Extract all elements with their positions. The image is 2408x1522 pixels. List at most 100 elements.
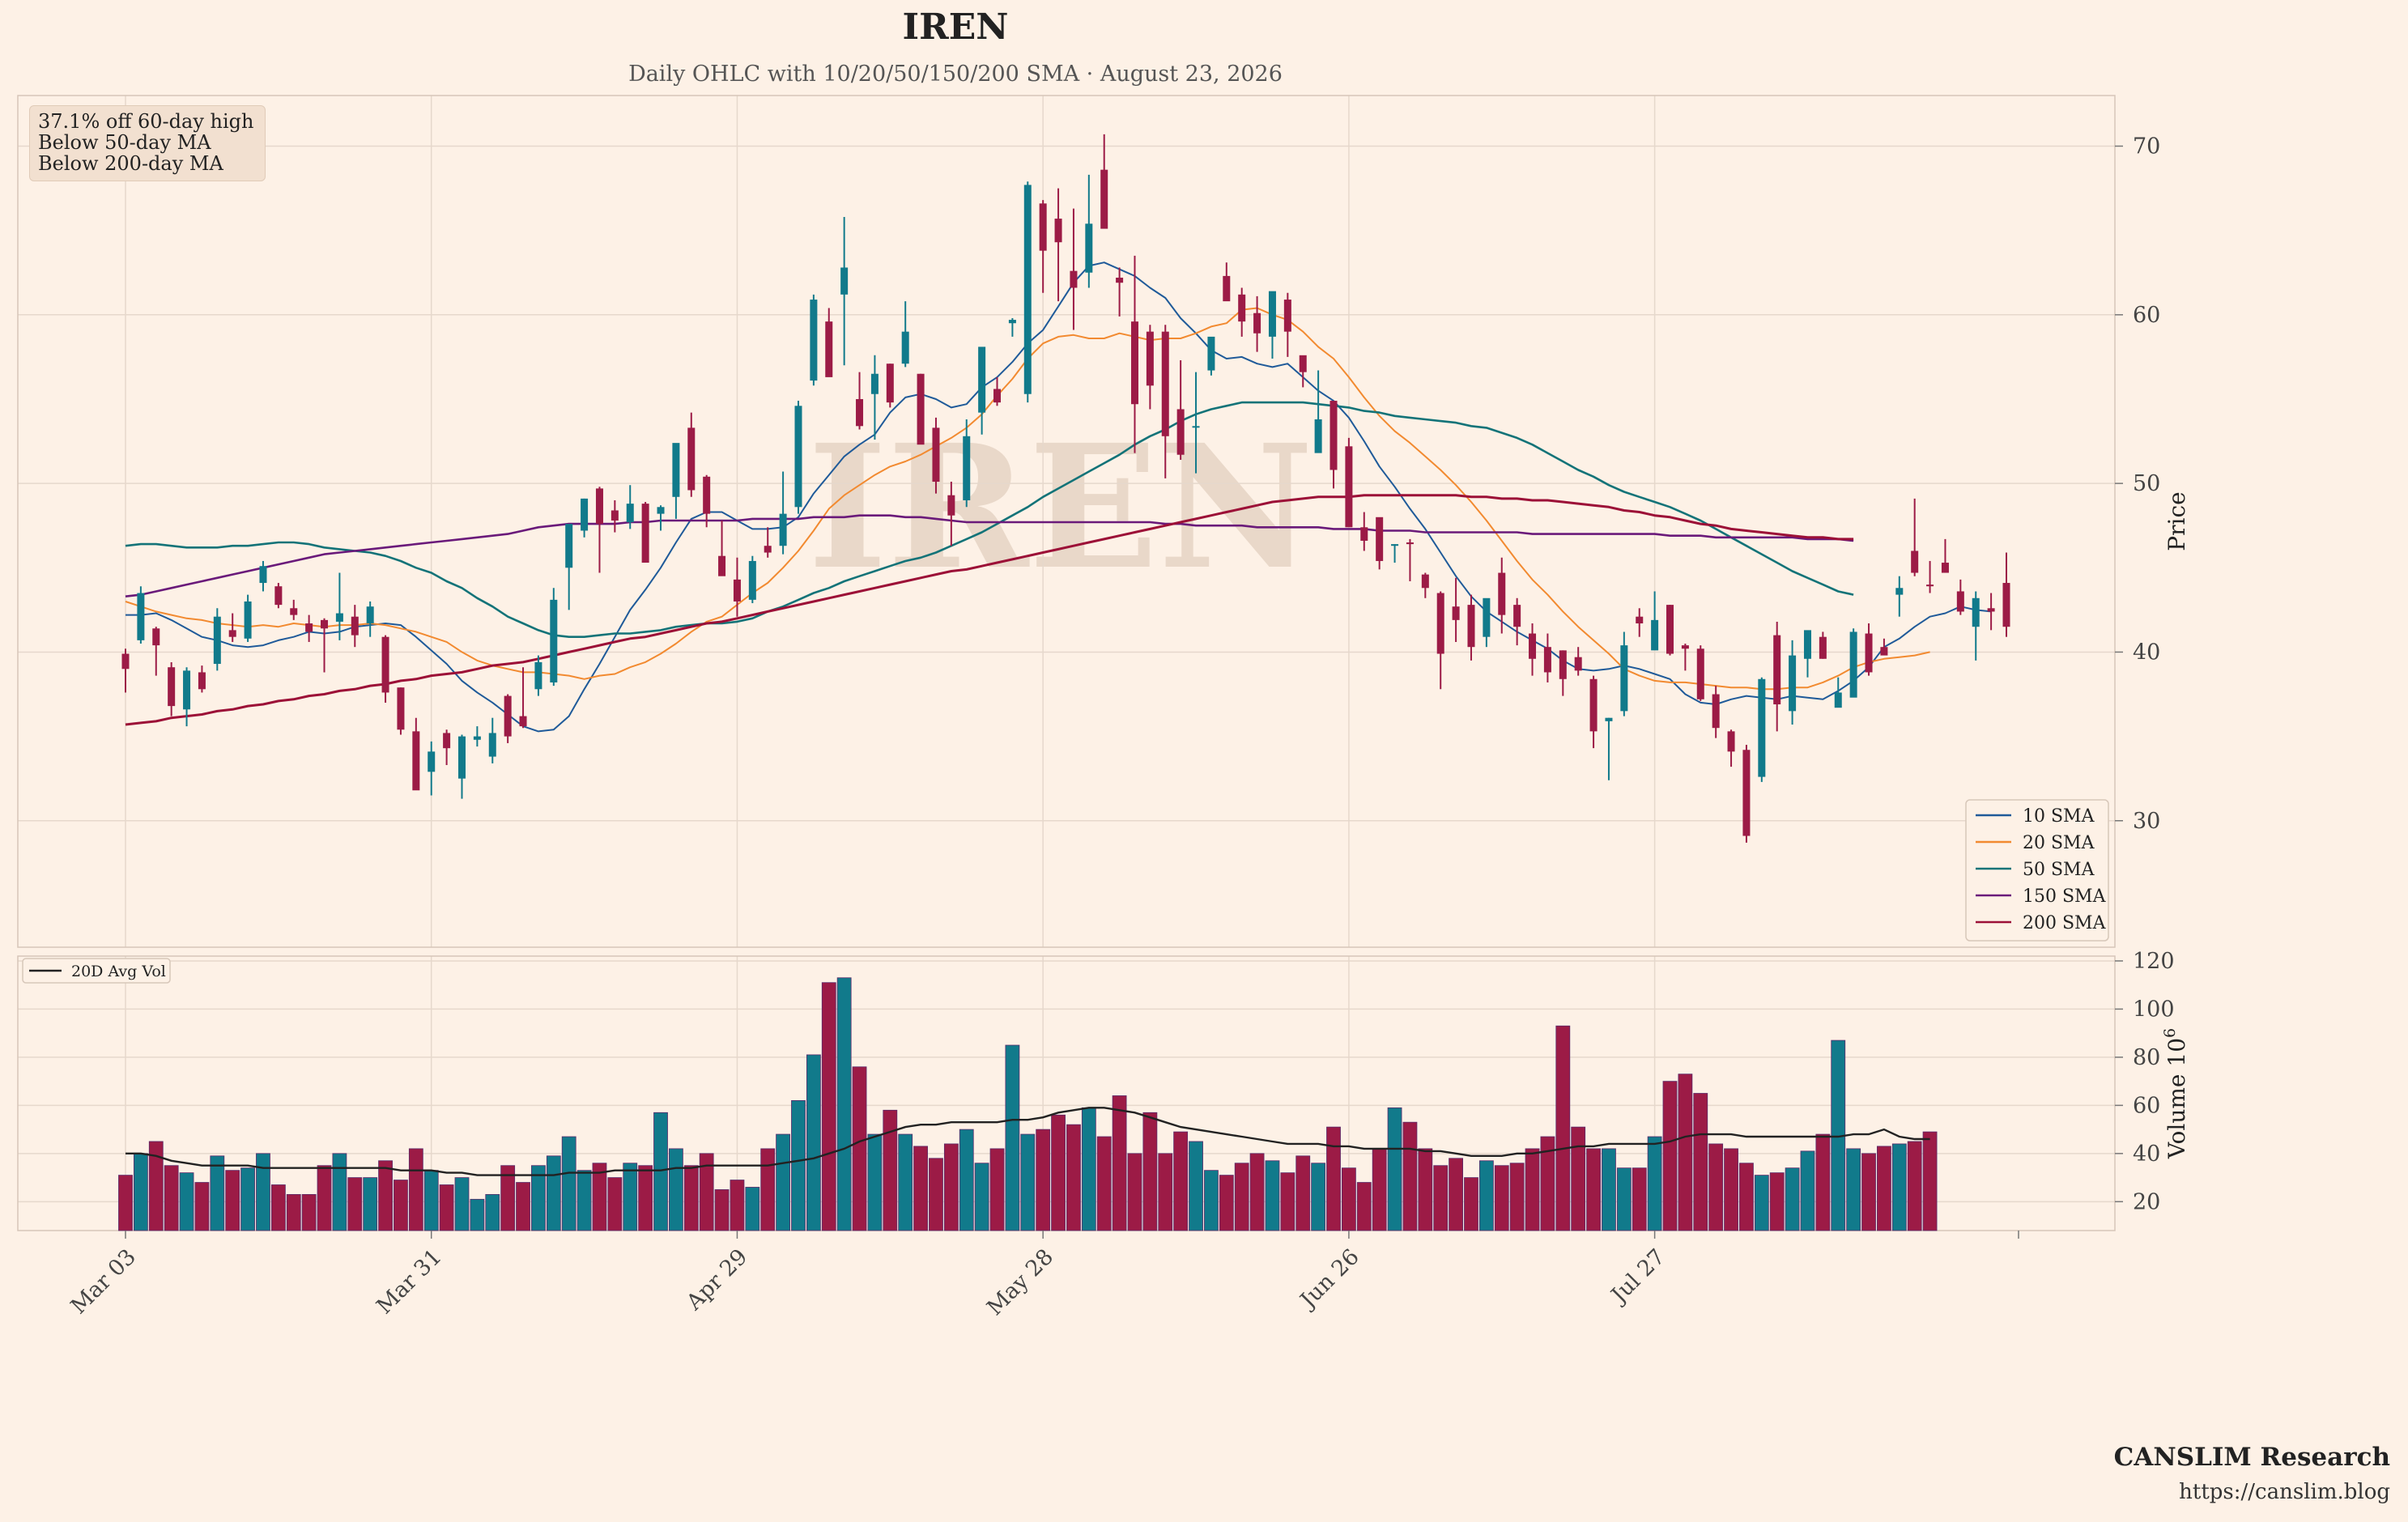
volume-bar — [500, 1165, 516, 1231]
volume-bar — [1402, 1121, 1418, 1231]
volume-bar — [1464, 1177, 1478, 1231]
status-notes: 37.1% off 60-day high Below 50-day MA Be… — [29, 105, 266, 181]
volume-bar — [1907, 1141, 1922, 1231]
candle-body — [565, 524, 573, 568]
date-tick-label: May 28 — [982, 1244, 1058, 1320]
volume-bar — [516, 1182, 530, 1231]
candle-body — [1926, 585, 1934, 587]
candle-body — [1421, 574, 1429, 589]
candle — [917, 373, 925, 445]
candle — [1207, 336, 1215, 376]
candle-body — [733, 579, 741, 602]
candle-body — [947, 495, 955, 516]
volume-bar — [638, 1165, 653, 1231]
volume-bar — [439, 1184, 454, 1231]
volume-bar — [1678, 1073, 1693, 1231]
sma-line-1 — [126, 261, 1992, 733]
price-tick-label: 70 — [2133, 134, 2160, 159]
candle — [1376, 517, 1384, 570]
note-below-200ma: Below 200-day MA — [38, 152, 223, 175]
candle — [1865, 623, 1873, 676]
candle-body — [581, 498, 589, 531]
volume-bar — [1509, 1163, 1525, 1231]
volume-bar — [1189, 1141, 1203, 1231]
candle-body — [1299, 355, 1307, 372]
volume-bar — [821, 982, 836, 1231]
candle — [366, 601, 374, 637]
volume-bar — [148, 1141, 164, 1231]
volume-bar — [1051, 1114, 1066, 1231]
candle — [550, 588, 558, 687]
candle-body — [1849, 631, 1857, 698]
price-tick-label: 50 — [2133, 471, 2160, 496]
volume-bar — [270, 1184, 286, 1231]
candle-body — [1696, 648, 1704, 699]
note-below-50ma: Below 50-day MA — [38, 131, 211, 154]
candle-body — [1054, 219, 1062, 243]
volume-bar — [867, 1133, 883, 1231]
candle-body — [595, 488, 603, 525]
candle — [534, 655, 542, 696]
volume-tick-label: 80 — [2133, 1045, 2160, 1070]
volume-bar — [669, 1148, 683, 1231]
volume-bar — [1265, 1160, 1280, 1231]
volume-bar — [485, 1193, 500, 1231]
volume-bar — [423, 1170, 439, 1231]
candle — [779, 471, 787, 555]
candle-body — [1727, 731, 1735, 752]
volume-bar — [210, 1155, 225, 1231]
candle — [932, 417, 940, 494]
candle — [978, 346, 986, 435]
volume-bar — [943, 1143, 959, 1231]
volume-bar — [836, 977, 852, 1231]
candle-body — [1529, 633, 1537, 659]
candle — [810, 294, 818, 386]
candle — [274, 583, 283, 609]
volume-bar — [898, 1133, 913, 1231]
volume-bar — [1754, 1175, 1769, 1231]
volume-bar — [1693, 1093, 1708, 1231]
candle-body — [1651, 619, 1659, 651]
candle-body — [1483, 597, 1491, 637]
volume-bar — [394, 1180, 408, 1231]
candle — [1972, 591, 1980, 661]
candle-body — [1880, 647, 1888, 656]
candle-body — [1681, 645, 1689, 649]
volume-bar — [546, 1155, 561, 1231]
candle — [1161, 325, 1169, 478]
candle — [1070, 208, 1078, 330]
candle — [611, 500, 619, 533]
candle-body — [168, 667, 176, 707]
candle-body — [672, 443, 680, 497]
volume-bar — [1891, 1143, 1907, 1231]
date-tick-label: Mar 31 — [372, 1244, 446, 1319]
candle — [1299, 355, 1307, 388]
volume-bar — [1005, 1044, 1020, 1231]
volume-bar — [959, 1129, 974, 1231]
candle-body — [1819, 636, 1827, 659]
candle-body — [457, 736, 466, 779]
candle — [672, 443, 680, 519]
volume-bar — [256, 1153, 270, 1231]
volume-bar — [1785, 1167, 1800, 1231]
candles — [121, 134, 2010, 843]
volume-bar — [1877, 1146, 1891, 1231]
candle-body — [1589, 678, 1598, 732]
candle-body — [381, 636, 389, 693]
candle-body — [870, 373, 879, 394]
candle — [351, 605, 359, 648]
candle — [1283, 292, 1291, 357]
candle-body — [1070, 270, 1078, 288]
candle — [1223, 262, 1231, 302]
volume-bar — [286, 1193, 301, 1231]
candle — [228, 613, 236, 642]
candle-body — [1268, 291, 1276, 337]
price-tick-label: 30 — [2133, 809, 2160, 834]
candle — [259, 560, 267, 592]
volume-bar — [531, 1165, 546, 1231]
candle — [1834, 677, 1842, 708]
candle — [1926, 560, 1934, 593]
candle-body — [412, 731, 420, 791]
volume-bar — [1602, 1148, 1616, 1231]
